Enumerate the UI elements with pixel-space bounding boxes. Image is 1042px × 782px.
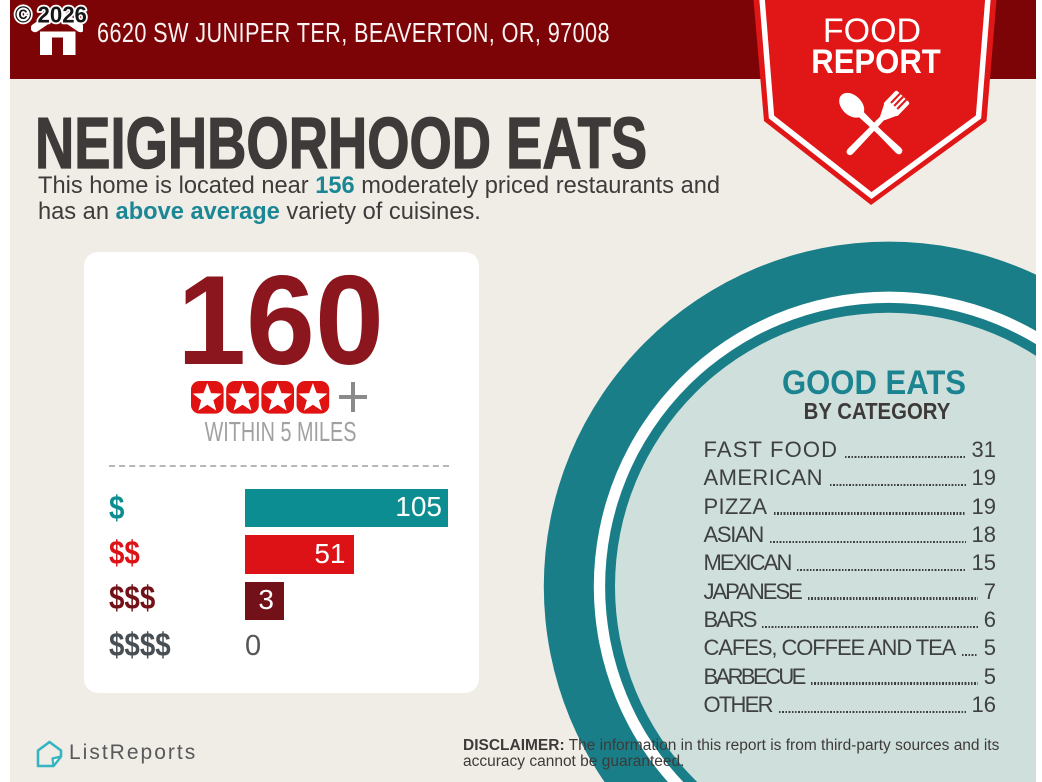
svg-text:© 2026: © 2026 bbox=[15, 1, 87, 28]
